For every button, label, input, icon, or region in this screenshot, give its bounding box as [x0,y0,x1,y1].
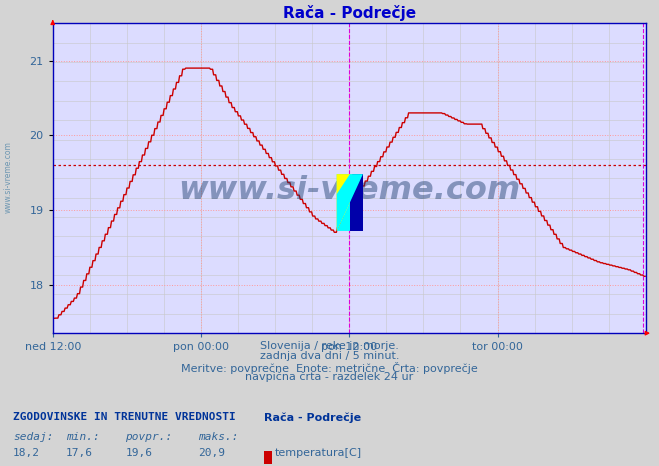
Text: maks.:: maks.: [198,432,238,442]
Polygon shape [350,174,363,231]
Polygon shape [337,174,363,231]
Polygon shape [337,174,353,199]
Title: Rača - Podrečje: Rača - Podrečje [283,5,416,21]
Text: sedaj:: sedaj: [13,432,53,442]
Polygon shape [337,174,350,231]
Polygon shape [337,174,363,231]
Text: www.si-vreme.com: www.si-vreme.com [178,175,521,206]
Text: Slovenija / reke in morje.: Slovenija / reke in morje. [260,341,399,351]
Text: www.si-vreme.com: www.si-vreme.com [3,141,13,213]
Text: zadnja dva dni / 5 minut.: zadnja dva dni / 5 minut. [260,351,399,361]
Text: Rača - Podrečje: Rača - Podrečje [264,412,360,423]
Text: 19,6: 19,6 [125,448,152,458]
Text: 20,9: 20,9 [198,448,225,458]
Polygon shape [350,174,363,231]
Text: min.:: min.: [66,432,100,442]
Polygon shape [337,174,363,231]
Text: navpična črta - razdelek 24 ur: navpična črta - razdelek 24 ur [245,372,414,383]
Text: Meritve: povprečne  Enote: metrične  Črta: povprečje: Meritve: povprečne Enote: metrične Črta:… [181,362,478,374]
Text: ZGODOVINSKE IN TRENUTNE VREDNOSTI: ZGODOVINSKE IN TRENUTNE VREDNOSTI [13,412,236,422]
Text: 18,2: 18,2 [13,448,40,458]
Text: temperatura[C]: temperatura[C] [275,448,362,458]
Text: povpr.:: povpr.: [125,432,173,442]
Text: 17,6: 17,6 [66,448,93,458]
Polygon shape [337,174,363,231]
